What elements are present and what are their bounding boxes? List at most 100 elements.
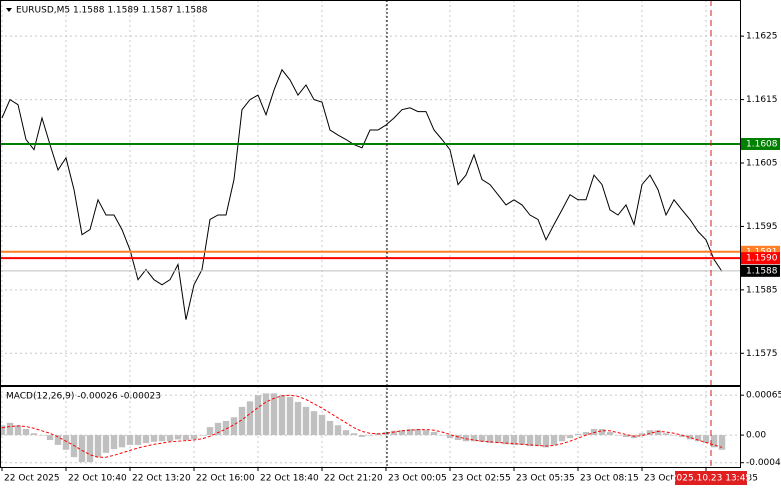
x-tick-label: 35 [747,474,758,484]
macd-bar [710,435,718,448]
macd-bar [646,430,654,436]
macd-bar [38,435,46,436]
macd-bar [262,393,270,436]
macd-bar [678,435,686,437]
macd-bar [350,433,358,436]
cursor-label: 2025.10.23 13:45 [671,474,751,484]
macd-bar [126,435,134,445]
macd-bar [14,425,22,436]
macd-bar [190,435,198,440]
level-label: 1.1590 [746,254,778,264]
macd-bar [278,395,286,436]
macd-bar [550,435,558,445]
menu-arrow[interactable] [6,8,12,12]
level-label: 1.1588 [746,266,778,276]
macd-bar [358,435,366,437]
macd-bar [166,435,174,442]
macd-bar [494,435,502,444]
macd-bar [542,435,550,448]
macd-bar [78,435,86,463]
macd-bar [318,414,326,436]
chart-title: EURUSD,M5 1.1588 1.1589 1.1587 1.1588 [16,6,208,16]
macd-bar [102,435,110,453]
macd-bar [558,435,566,442]
macd-bar [486,435,494,444]
macd-bar [294,401,302,436]
macd-bar [614,435,622,436]
x-tick-label: 23 Oct 08:15 [580,474,639,484]
macd-bar [30,433,38,436]
x-tick-label: 22 Oct 18:40 [260,474,319,484]
y-tick-label: 1.1575 [746,349,778,359]
x-tick-label: 23 Oct 05:35 [516,474,575,484]
macd-bar [174,435,182,440]
cursor-label-box [675,471,747,485]
macd-bar [46,435,54,440]
macd-bar [22,428,30,436]
y-tick-label: 0.00 [746,431,766,441]
marks-layer [0,68,740,463]
macd-bar [54,435,62,445]
macd-bar [118,435,126,448]
macd-bar [534,435,542,447]
level-label-box [741,264,780,277]
x-tick-label: 22 Oct 2025 [4,474,60,484]
macd-bar [302,406,310,436]
y-tick-label: 0.00065 [746,391,781,401]
macd-bar [334,425,342,436]
macd-bar [110,435,118,450]
macd-bar [518,435,526,445]
macd-bar [654,430,662,436]
macd-bar [342,430,350,436]
macd-bar [238,406,246,436]
macd-bar [454,435,462,440]
macd-bar [94,435,102,458]
macd-bar [310,411,318,436]
macd-bar [0,425,6,436]
macd-bar [598,428,606,436]
x-tick-label: 22 Oct 21:20 [324,474,383,484]
macd-bar [446,435,454,439]
level-label-box [741,137,780,150]
macd-bar [462,435,470,442]
macd-bar [574,433,582,436]
macd-bar [406,428,414,436]
macd-bar [694,435,702,442]
macd-bar [142,435,150,444]
macd-bar [158,435,166,442]
macd-bar [222,420,230,436]
macd-bar [638,433,646,436]
macd-bar [254,395,262,436]
macd-bar [670,435,678,436]
y-tick-label: 1.1615 [746,95,778,105]
macd-bar [430,432,438,436]
macd-bar [270,393,278,436]
macd-bar [526,435,534,447]
y-tick-label: 1.1595 [746,222,778,232]
macd-bar [286,397,294,436]
macd-bar [566,435,574,439]
macd-bar [390,430,398,436]
macd-bar [62,435,70,450]
macd-bar [398,430,406,436]
macd-bar [590,428,598,436]
macd-bar [702,435,710,444]
y-tick-label: 1.1585 [746,285,778,295]
y-tick-label: 1.1605 [746,159,778,169]
macd-pane-frame [0,386,741,468]
macd-bar [382,432,390,436]
macd-bar [6,422,14,436]
macd-bar [478,435,486,442]
macd-bar [246,401,254,436]
x-tick-label: 23 Oct [644,474,674,484]
macd-bar [70,435,78,458]
macd-bar [182,435,190,440]
price-pane-frame [0,0,741,386]
macd-bar [206,427,214,436]
macd-bar [86,435,94,463]
x-tick-label: 22 Oct 13:20 [132,474,191,484]
macd-bar [230,417,238,436]
y-tick-label: 1.1625 [746,32,778,42]
